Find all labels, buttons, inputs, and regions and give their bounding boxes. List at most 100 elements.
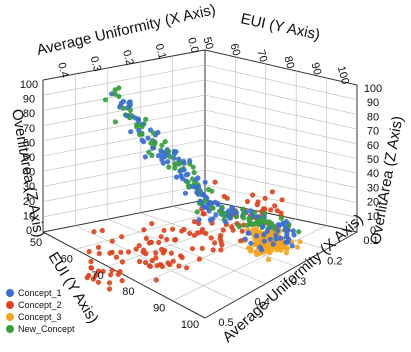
data-point bbox=[212, 179, 218, 185]
data-point bbox=[164, 236, 170, 243]
data-point bbox=[153, 277, 159, 283]
data-point bbox=[210, 216, 216, 222]
data-point bbox=[115, 271, 121, 277]
tick-label: 90 bbox=[367, 97, 379, 109]
data-point bbox=[194, 209, 200, 215]
tick-label: 70 bbox=[255, 49, 270, 64]
data-point bbox=[291, 232, 297, 238]
tick-label: 0.1 bbox=[363, 235, 378, 247]
tick-label: 0.1 bbox=[153, 43, 169, 61]
gridline bbox=[75, 225, 236, 302]
data-point bbox=[172, 165, 178, 171]
legend-swatch-concept-1 bbox=[6, 289, 14, 297]
data-point bbox=[106, 286, 113, 292]
legend-item: Concept_2 bbox=[6, 299, 75, 311]
data-point bbox=[134, 124, 140, 130]
data-point bbox=[229, 224, 235, 230]
gridline bbox=[204, 154, 358, 189]
data-point bbox=[248, 221, 254, 227]
data-point bbox=[278, 215, 284, 221]
data-point bbox=[143, 235, 149, 241]
data-point bbox=[282, 244, 288, 251]
data-point bbox=[261, 232, 267, 238]
tick-label: 0.0 bbox=[185, 36, 201, 54]
data-point bbox=[248, 240, 254, 246]
data-point bbox=[238, 238, 244, 244]
tick-label: 0.4 bbox=[255, 297, 270, 309]
data-point bbox=[265, 257, 272, 263]
data-point bbox=[220, 211, 227, 217]
data-point bbox=[141, 227, 147, 233]
data-point bbox=[170, 226, 176, 232]
data-point bbox=[171, 148, 177, 155]
data-point bbox=[239, 228, 245, 234]
tick-label: 50 bbox=[367, 154, 379, 166]
tick-label: 30 bbox=[367, 182, 379, 194]
data-point bbox=[116, 85, 122, 91]
data-point bbox=[146, 149, 152, 155]
data-point bbox=[107, 250, 113, 256]
data-point bbox=[247, 215, 253, 221]
tick-label: 70 bbox=[367, 126, 379, 138]
data-point bbox=[170, 258, 176, 264]
data-point bbox=[185, 179, 191, 185]
data-point bbox=[241, 211, 247, 217]
data-point bbox=[199, 226, 206, 233]
data-point bbox=[283, 218, 289, 225]
data-point bbox=[283, 250, 290, 256]
data-point bbox=[119, 234, 125, 240]
gridline bbox=[204, 79, 358, 115]
data-point bbox=[221, 193, 227, 199]
data-point bbox=[199, 245, 205, 251]
data-point bbox=[278, 244, 284, 250]
data-point bbox=[264, 228, 270, 234]
data-point bbox=[208, 235, 214, 241]
legend-label: Concept_3 bbox=[18, 312, 62, 322]
data-point bbox=[264, 243, 270, 249]
data-point bbox=[109, 238, 115, 244]
data-point bbox=[165, 148, 172, 154]
tick-label: 80 bbox=[23, 108, 35, 120]
data-point bbox=[90, 276, 96, 282]
legend: Concept_1 Concept_2 Concept_3 New_Concep… bbox=[6, 287, 75, 335]
data-point bbox=[161, 150, 167, 156]
tick-label: 20 bbox=[367, 197, 379, 209]
gridline bbox=[204, 94, 358, 130]
data-point bbox=[181, 167, 187, 173]
tick-label: 60 bbox=[367, 140, 379, 152]
data-point bbox=[86, 249, 92, 255]
data-point bbox=[240, 215, 246, 221]
data-point bbox=[152, 140, 158, 146]
data-point bbox=[149, 257, 155, 264]
data-point bbox=[189, 246, 196, 252]
tick-label: 0 bbox=[26, 225, 32, 237]
data-point bbox=[275, 222, 281, 228]
gridline bbox=[204, 124, 358, 159]
legend-item: New_Concept bbox=[6, 323, 75, 335]
gridline bbox=[42, 64, 206, 96]
data-point bbox=[148, 140, 154, 146]
data-point bbox=[162, 139, 168, 145]
tick-label: 50 bbox=[201, 36, 216, 51]
legend-item: Concept_1 bbox=[6, 287, 75, 299]
data-point bbox=[187, 158, 193, 164]
data-point bbox=[191, 219, 198, 225]
tick-label: 80 bbox=[367, 111, 379, 123]
data-point bbox=[165, 260, 171, 266]
data-point bbox=[142, 259, 149, 266]
data-point bbox=[125, 249, 132, 255]
data-point bbox=[187, 230, 193, 236]
gridline bbox=[42, 139, 206, 172]
legend-label: New_Concept bbox=[18, 324, 75, 334]
tick-label: 100 bbox=[181, 319, 199, 331]
gridline bbox=[42, 184, 206, 218]
data-point bbox=[184, 265, 190, 271]
data-point bbox=[84, 275, 90, 281]
data-point bbox=[120, 98, 126, 104]
data-point bbox=[290, 228, 296, 234]
gridline bbox=[204, 169, 358, 203]
tick-label: 0.2 bbox=[120, 49, 136, 67]
data-point bbox=[119, 278, 125, 284]
legend-swatch-concept-2 bbox=[6, 301, 14, 309]
